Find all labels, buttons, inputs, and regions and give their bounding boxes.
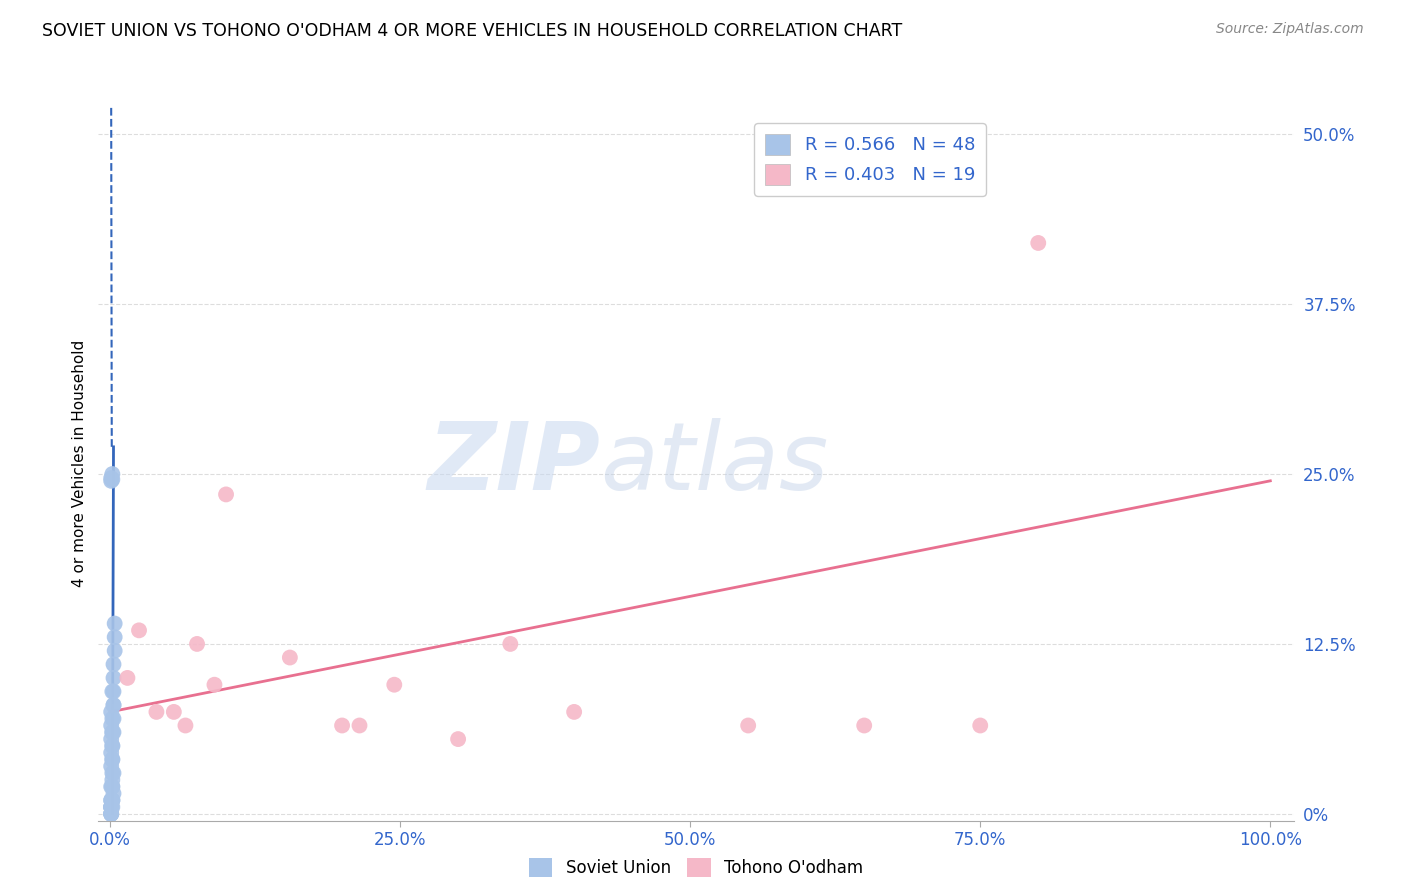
Point [204,678,226,692]
Point [104,644,127,658]
Point [100,806,122,821]
Point [499,637,522,651]
Point [104,630,127,644]
Point [101,780,124,794]
Text: atlas: atlas [600,418,828,509]
Point [100,732,122,747]
Point [101,772,124,787]
Point [103,725,125,739]
Point [100,793,122,807]
Point [145,705,167,719]
Point [382,678,405,692]
Text: Source: ZipAtlas.com: Source: ZipAtlas.com [1216,22,1364,37]
Point [101,793,124,807]
Point [128,624,150,638]
Point [1026,235,1049,250]
Point [117,671,139,685]
Point [562,705,585,719]
Point [101,725,124,739]
Point [101,473,124,487]
Point [100,474,122,488]
Point [103,684,125,698]
Y-axis label: 4 or more Vehicles in Household: 4 or more Vehicles in Household [72,340,87,588]
Point [100,806,122,821]
Point [103,671,125,685]
Point [969,718,991,732]
Point [104,616,127,631]
Point [100,705,122,719]
Point [100,471,122,485]
Point [101,752,124,766]
Point [103,787,125,801]
Point [103,766,125,780]
Point [349,718,371,732]
Point [101,800,124,814]
Point [101,684,124,698]
Point [737,718,759,732]
Point [100,800,122,814]
Point [100,800,122,814]
Text: ZIP: ZIP [427,417,600,510]
Point [101,766,124,780]
Point [100,718,122,732]
Point [278,650,301,665]
Point [100,806,122,821]
Point [100,759,122,773]
Point [447,732,470,747]
Point [101,467,124,481]
Point [103,698,125,712]
Point [100,780,122,794]
Point [100,793,122,807]
Point [215,487,238,501]
Point [100,800,122,814]
Point [101,793,124,807]
Point [174,718,197,732]
Point [330,718,353,732]
Point [100,800,122,814]
Legend: Soviet Union, Tohono O'odham: Soviet Union, Tohono O'odham [522,851,870,884]
Point [186,637,208,651]
Point [103,657,125,672]
Point [101,793,124,807]
Text: SOVIET UNION VS TOHONO O'ODHAM 4 OR MORE VEHICLES IN HOUSEHOLD CORRELATION CHART: SOVIET UNION VS TOHONO O'ODHAM 4 OR MORE… [42,22,903,40]
Point [101,712,124,726]
Point [101,780,124,794]
Point [101,739,124,753]
Point [101,752,124,766]
Point [101,739,124,753]
Point [103,698,125,712]
Point [100,806,122,821]
Point [100,746,122,760]
Point [853,718,876,732]
Point [163,705,186,719]
Point [103,712,125,726]
Point [101,725,124,739]
